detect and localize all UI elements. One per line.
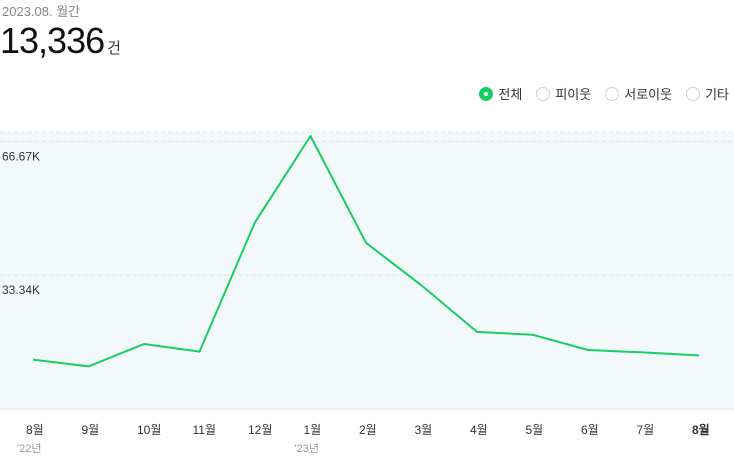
legend-item-neighbor[interactable]: 피이웃	[536, 84, 591, 103]
total-unit: 건	[107, 40, 121, 57]
x-tick-label: 10월	[137, 423, 161, 437]
x-tick-label: 1월	[304, 423, 322, 437]
x-year-label: '23년	[295, 442, 319, 455]
chart-legend: 전체 피이웃 서로이웃 기타	[479, 84, 729, 103]
total-count: 13,336 건	[0, 20, 121, 62]
x-tick-label: 4월	[470, 423, 488, 437]
x-tick-label: 5월	[526, 423, 544, 437]
legend-item-mutual-neighbor[interactable]: 서로이웃	[605, 84, 672, 103]
plot-area	[0, 132, 734, 409]
legend-label: 서로이웃	[624, 87, 673, 102]
y-tick-label: 66.67K	[2, 149, 40, 163]
x-tick-label: 6월	[581, 423, 599, 437]
x-tick-label: 2월	[359, 423, 377, 437]
x-tick-label: 3월	[415, 423, 433, 437]
x-year-label: '22년	[17, 442, 41, 455]
x-tick-label: 12월	[248, 423, 272, 437]
x-tick-label: 7월	[637, 423, 655, 437]
legend-item-all[interactable]: 전체	[479, 84, 522, 103]
legend-item-other[interactable]: 기타	[686, 84, 729, 103]
radio-icon	[479, 86, 494, 101]
legend-label: 전체	[498, 87, 523, 102]
radio-icon	[605, 86, 620, 101]
radio-icon	[686, 86, 701, 101]
radio-icon	[536, 86, 551, 101]
y-tick-label: 33.34K	[2, 283, 40, 297]
period-label: 2023.08. 월간	[2, 4, 81, 19]
legend-label: 피이웃	[555, 87, 592, 102]
legend-label: 기타	[705, 87, 729, 102]
x-tick-label: 9월	[82, 423, 100, 437]
total-number: 13,336	[0, 20, 105, 61]
x-tick-label: 8월	[692, 422, 710, 437]
x-tick-label: 11월	[193, 423, 217, 437]
x-tick-label: 8월	[26, 423, 44, 437]
